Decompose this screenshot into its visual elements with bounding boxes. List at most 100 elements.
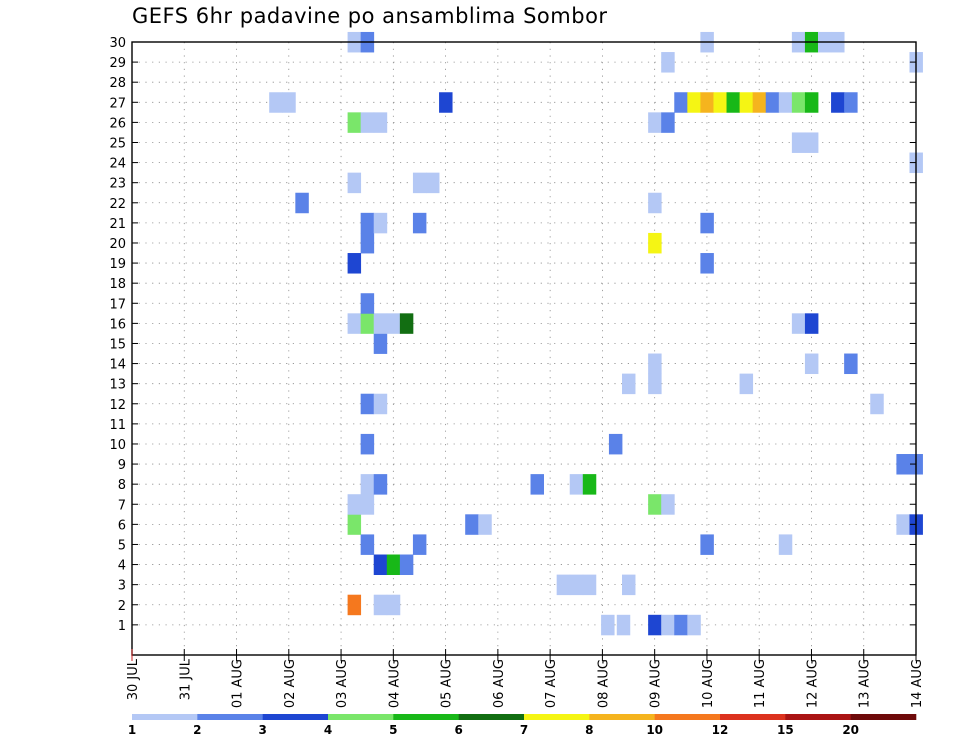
heatmap-cell [360, 293, 375, 314]
heatmap-cell [360, 393, 375, 415]
y-axis-ticks: 1234567891011121314151617181920212223242… [109, 36, 916, 634]
heatmap-cell [569, 574, 584, 596]
heatmap-cell [373, 333, 388, 354]
x-tick-label: 09 AUG [649, 659, 664, 708]
heatmap-cell [412, 212, 427, 234]
heatmap-cell [648, 192, 662, 214]
heatmap-cell [360, 433, 375, 455]
heatmap-cell [360, 474, 375, 495]
y-tick-label: 19 [109, 257, 126, 272]
legend-swatch [850, 714, 917, 720]
legend-swatch [524, 714, 590, 720]
heatmap-cell [622, 574, 636, 596]
heatmap-cell [739, 92, 754, 113]
y-tick-label: 22 [109, 197, 126, 212]
y-tick-label: 16 [109, 317, 126, 332]
plot-frame [131, 41, 917, 656]
y-tick-label: 10 [109, 438, 126, 453]
heatmap-cell [582, 474, 597, 495]
heatmap-cell [360, 313, 375, 334]
legend-swatch [197, 714, 263, 720]
heatmap-cell [347, 514, 362, 535]
heatmap-cell [791, 92, 806, 113]
heatmap-cell [622, 373, 636, 395]
heatmap-cell [726, 92, 740, 113]
heatmap-cell [804, 132, 819, 153]
legend-label: 2 [193, 723, 201, 737]
y-tick-label: 1 [118, 619, 126, 634]
heatmap-cell [360, 232, 375, 254]
y-tick-label: 9 [118, 458, 126, 473]
heatmap-cell [700, 253, 714, 274]
heatmap-cell [687, 92, 701, 113]
y-tick-label: 30 [109, 36, 126, 51]
heatmap-cell [360, 212, 375, 234]
heatmap-cell [347, 594, 362, 616]
heatmap-cell [347, 172, 362, 194]
legend-label: 8 [585, 723, 593, 737]
y-tick-label: 8 [118, 478, 126, 493]
legend-swatch [654, 714, 721, 720]
heatmap-cell [360, 112, 375, 133]
heatmap-cell [713, 92, 727, 113]
heatmap-cell [373, 393, 388, 415]
x-tick-label: 04 AUG [387, 659, 402, 708]
heatmap-cell [386, 554, 401, 576]
legend-swatch [262, 714, 329, 720]
x-tick-label: 30 JUL [126, 658, 141, 700]
heatmap-cell [412, 172, 427, 194]
y-tick-label: 13 [109, 378, 126, 393]
y-tick-label: 20 [109, 237, 126, 252]
y-tick-label: 3 [118, 579, 126, 594]
y-tick-label: 18 [109, 277, 126, 292]
x-tick-label: 13 AUG [858, 659, 873, 708]
y-tick-label: 17 [109, 297, 126, 312]
heatmap-cell [752, 92, 767, 113]
legend-swatch [589, 714, 655, 720]
x-axis-ticks: 30 JUL 31 JUL 01 AUG 02 AUG 03 AUG 04 AUG 05 A… [126, 649, 925, 708]
legend-swatch [720, 714, 786, 720]
heatmap-cell [373, 313, 388, 334]
y-tick-label: 25 [109, 136, 126, 151]
heatmap-cell [616, 614, 631, 636]
y-tick-label: 4 [118, 559, 126, 574]
heatmap-cell [700, 92, 714, 113]
y-tick-label: 23 [109, 177, 126, 192]
heatmap-cell [373, 212, 388, 234]
heatmap-cell [465, 514, 479, 535]
legend-label: 20 [842, 723, 859, 737]
heatmap-cell [661, 52, 675, 73]
heatmap-cell [601, 614, 615, 636]
heatmap-cell [608, 433, 623, 455]
x-tick-label: 31 JUL [178, 658, 193, 700]
legend-label: 7 [520, 723, 528, 737]
heatmap-cell [648, 373, 662, 395]
chart-title: GEFS 6hr padavine po ansamblima Sombor [132, 4, 608, 28]
heatmap-cell [360, 534, 375, 555]
heatmap-cell [791, 313, 806, 334]
heatmap-cell [282, 92, 296, 113]
heatmap-cell [791, 132, 806, 153]
heatmap-cell [804, 353, 819, 375]
y-tick-label: 14 [109, 358, 126, 373]
heatmap-cell [896, 514, 910, 535]
y-tick-label: 5 [118, 538, 126, 553]
y-tick-label: 28 [109, 76, 126, 91]
x-tick-label: 02 AUG [283, 659, 298, 708]
heatmap-cell [831, 92, 845, 113]
x-tick-label: 03 AUG [335, 659, 350, 708]
heatmap-cell [295, 192, 309, 214]
legend-label: 5 [389, 723, 397, 737]
heatmap-cell [426, 172, 440, 194]
y-tick-label: 6 [118, 518, 126, 533]
x-tick-label: 06 AUG [492, 659, 507, 708]
legend-label: 15 [777, 723, 794, 737]
legend-label: 4 [324, 723, 332, 737]
heatmap-cell [674, 614, 688, 636]
heatmap-cell [373, 474, 388, 495]
x-tick-label: 11 AUG [753, 659, 768, 708]
x-tick-label: 07 AUG [544, 659, 559, 708]
x-tick-label: 10 AUG [701, 659, 716, 708]
heatmap-cell [648, 112, 662, 133]
